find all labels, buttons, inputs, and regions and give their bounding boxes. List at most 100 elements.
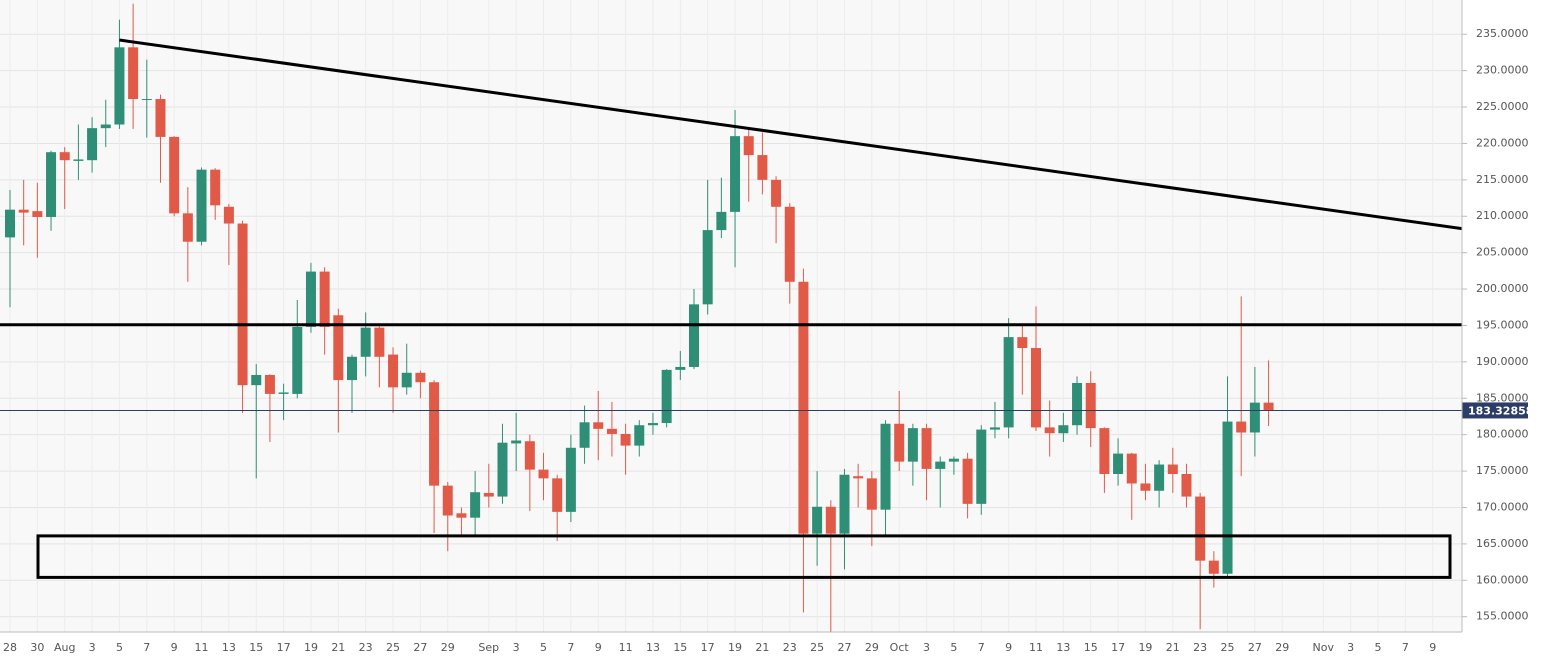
candle-body: [210, 169, 221, 206]
candle-body: [1154, 464, 1165, 491]
x-tick-label: 19: [1138, 641, 1152, 654]
candle-body: [1058, 425, 1069, 434]
candle-body: [114, 47, 125, 125]
y-tick-label: 205.0000: [1476, 246, 1529, 259]
candle-body: [237, 223, 248, 386]
candle-body: [1181, 474, 1192, 497]
candle-body: [141, 99, 152, 101]
y-tick-label: 170.0000: [1476, 500, 1529, 513]
y-tick-label: 185.0000: [1476, 391, 1529, 404]
candle-body: [771, 179, 782, 207]
x-tick-label: 29: [1275, 641, 1289, 654]
candle-body: [935, 461, 946, 469]
candle-body: [552, 478, 563, 512]
x-tick-label: 15: [673, 641, 687, 654]
candle-body: [511, 440, 522, 444]
candle-body: [1044, 427, 1055, 434]
candle-body: [388, 354, 399, 388]
candle-body: [87, 128, 98, 161]
candle-body: [702, 230, 713, 305]
x-tick-label: 27: [837, 641, 851, 654]
candle-body: [825, 506, 836, 534]
x-tick-label: 3: [1347, 641, 1354, 654]
y-tick-label: 235.0000: [1476, 27, 1529, 40]
candle-body: [538, 469, 549, 479]
x-tick-label: 17: [277, 641, 291, 654]
candle-body: [100, 124, 111, 129]
y-tick-label: 175.0000: [1476, 464, 1529, 477]
x-tick-label: 23: [359, 641, 373, 654]
y-tick-label: 230.0000: [1476, 64, 1529, 77]
candle-body: [223, 206, 234, 224]
x-tick-label: 7: [567, 641, 574, 654]
axes: 155.0000 160.0000 165.0000 170.0000 175.0000…: [3, 27, 1533, 654]
candle-body: [1072, 382, 1083, 426]
candle-body: [593, 422, 604, 429]
last-price-label: 183.32858: [1468, 404, 1533, 417]
x-tick-label: 25: [810, 641, 824, 654]
x-tick-label: 9: [595, 641, 602, 654]
candle-body: [319, 271, 330, 327]
candle-body: [524, 441, 535, 470]
candle-body: [730, 136, 741, 212]
x-tick-label: 25: [1221, 641, 1235, 654]
candle-body: [1236, 421, 1247, 433]
candle-body: [647, 423, 658, 426]
candle-body: [46, 152, 57, 217]
y-tick-label: 190.0000: [1476, 355, 1529, 368]
candle-body: [278, 392, 289, 394]
candle-body: [620, 433, 631, 446]
candle-body: [839, 474, 850, 534]
candle-body: [483, 492, 494, 497]
candle-body: [59, 152, 70, 161]
x-tick-label: 3: [923, 641, 930, 654]
x-tick-label: 7: [978, 641, 985, 654]
x-tick-label: 3: [513, 641, 520, 654]
x-tick-label: 15: [1084, 641, 1098, 654]
candle-body: [196, 169, 207, 242]
y-tick-label: 155.0000: [1476, 610, 1529, 623]
candle-body: [333, 315, 344, 381]
candle-body: [976, 429, 987, 504]
candle-body: [415, 372, 426, 383]
candle-body: [5, 209, 15, 238]
candle-body: [907, 428, 918, 462]
candle-body: [565, 447, 576, 512]
x-tick-label: 11: [619, 641, 633, 654]
x-tick-label: 19: [304, 641, 318, 654]
candle-body: [1208, 560, 1219, 574]
candle-body: [962, 458, 973, 504]
x-tick-label: 30: [30, 641, 44, 654]
candle-body: [305, 271, 316, 327]
candle-body: [470, 492, 481, 518]
x-tick-label: 5: [950, 641, 957, 654]
x-tick-label: 5: [540, 641, 547, 654]
y-tick-label: 160.0000: [1476, 573, 1529, 586]
x-tick-label: 5: [1375, 641, 1382, 654]
candle-body: [866, 478, 877, 510]
candle-body: [606, 428, 617, 434]
candle-body: [948, 458, 959, 462]
y-tick-label: 215.0000: [1476, 173, 1529, 186]
x-tick-label: Nov: [1313, 641, 1335, 654]
x-tick-label: 9: [1429, 641, 1436, 654]
trend-line: [119, 38, 1462, 231]
x-tick-label: 23: [783, 641, 797, 654]
candle-body: [264, 374, 275, 394]
candle-body: [374, 327, 385, 357]
candle-body: [579, 422, 590, 448]
x-tick-label: 29: [441, 641, 455, 654]
x-tick-label: 17: [1111, 641, 1125, 654]
candle-body: [894, 423, 905, 462]
x-tick-label: Oct: [890, 641, 910, 654]
candle-body: [743, 136, 754, 156]
candle-body: [442, 485, 453, 516]
candle-body: [429, 382, 440, 486]
support-zone: [36, 534, 1452, 579]
candle-body: [921, 428, 932, 469]
x-tick-label: 27: [1248, 641, 1262, 654]
x-tick-label: 21: [331, 641, 345, 654]
candle-body: [1113, 453, 1124, 474]
candle-body: [1003, 337, 1014, 428]
